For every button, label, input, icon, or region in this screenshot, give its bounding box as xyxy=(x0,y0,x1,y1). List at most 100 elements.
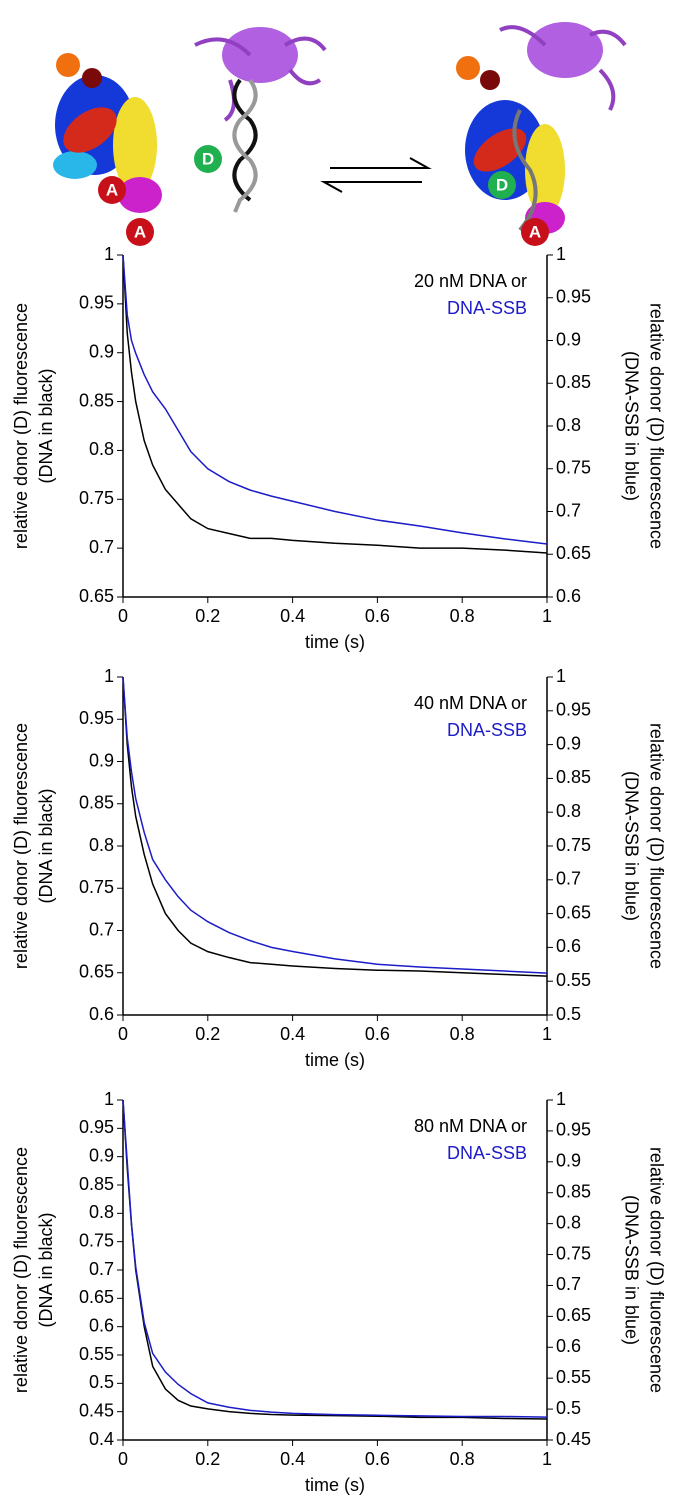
y2-tick-label: 0.6 xyxy=(556,1336,581,1356)
y-tick-label: 0.85 xyxy=(79,793,114,813)
y2-tick-label: 0.65 xyxy=(556,543,591,563)
protein-blob xyxy=(53,151,97,179)
x-tick-label: 0.6 xyxy=(365,1449,390,1469)
arrow xyxy=(330,157,432,169)
x-tick-label: 0 xyxy=(118,1024,128,1044)
label: A xyxy=(134,222,146,241)
ssb-blob xyxy=(222,27,298,83)
chart: 0.4 0.45 0.5 0.55 0.6 0.65 0.7 0.75 0.8 0.85 0.9 0.… xyxy=(11,1089,667,1495)
annotation: 80 nM DNA or xyxy=(414,1116,527,1136)
annotation: 20 nM DNA or xyxy=(414,271,527,291)
label: D xyxy=(202,149,214,168)
chart: 0.650.70.750.80.850.90.9510.60.650.70.75… xyxy=(11,244,667,652)
x-tick-label: 0.2 xyxy=(195,1449,220,1469)
x-tick-label: 0.8 xyxy=(450,1449,475,1469)
y-tick-label: 1 xyxy=(104,1089,114,1109)
y-tick-label: 0.95 xyxy=(79,1117,114,1137)
label-badge xyxy=(521,218,549,246)
y-tick-label: 1 xyxy=(104,244,114,264)
y2-tick-label: 0.65 xyxy=(556,902,591,922)
y2-tick-label: 0.6 xyxy=(556,586,581,606)
label: D xyxy=(496,175,508,194)
y2-tick-label: 0.95 xyxy=(556,700,591,720)
x-tick-label: 0.8 xyxy=(450,606,475,626)
y-axis-label: relative donor (D) fluorescence xyxy=(11,303,31,549)
protein-blob xyxy=(56,53,80,77)
y-axis-label: (DNA in black) xyxy=(36,788,56,903)
protein-blob xyxy=(118,177,162,213)
y2-tick-label: 0.55 xyxy=(556,970,591,990)
y2-tick-label: 0.95 xyxy=(556,287,591,307)
y-tick-label: 0.6 xyxy=(89,1315,114,1335)
y-tick-label: 0.55 xyxy=(79,1344,114,1364)
y-tick-label: 0.75 xyxy=(79,488,114,508)
y2-tick-label: 0.95 xyxy=(556,1120,591,1140)
data-line xyxy=(122,676,548,974)
label-badge xyxy=(98,176,126,204)
x-tick-label: 1 xyxy=(542,1024,552,1044)
x-tick-label: 0.2 xyxy=(195,1024,220,1044)
y-tick-label: 0.9 xyxy=(89,341,114,361)
legend-entry: DNA-SSB xyxy=(447,720,527,740)
chart: 0.60.650.70.750.80.850.90.9510.50.550.60… xyxy=(11,666,667,1070)
y-axis-label: relative donor (D) fluorescence xyxy=(11,723,31,969)
y2-tick-label: 0.5 xyxy=(556,1398,581,1418)
y-tick-label: 0.7 xyxy=(89,919,114,939)
x-tick-label: 0.6 xyxy=(365,1024,390,1044)
x-tick-label: 0.4 xyxy=(280,1024,305,1044)
dna-strand xyxy=(512,109,538,232)
y2-tick-label: 0.7 xyxy=(556,1274,581,1294)
x-tick-label: 0.2 xyxy=(195,606,220,626)
y-axis-label: (DNA in black) xyxy=(36,1212,56,1327)
y-tick-label: 0.8 xyxy=(89,835,114,855)
y-tick-label: 0.7 xyxy=(89,537,114,557)
y-tick-label: 0.75 xyxy=(79,877,114,897)
label-badge xyxy=(194,145,222,173)
y2-axis-label: (DNA-SSB in blue) xyxy=(621,771,641,921)
label: A xyxy=(106,180,118,199)
y2-tick-label: 1 xyxy=(556,666,566,686)
y-tick-label: 0.9 xyxy=(89,1145,114,1165)
y-tick-label: 0.65 xyxy=(79,962,114,982)
y2-tick-label: 0.65 xyxy=(556,1305,591,1325)
y2-tick-label: 0.7 xyxy=(556,869,581,889)
y2-tick-label: 0.85 xyxy=(556,767,591,787)
y2-tick-label: 0.9 xyxy=(556,733,581,753)
data-line xyxy=(122,254,548,545)
y2-tick-label: 0.75 xyxy=(556,835,591,855)
label-badge xyxy=(126,218,154,246)
protein-blob xyxy=(456,56,480,80)
y2-tick-label: 0.8 xyxy=(556,1212,581,1232)
y2-tick-label: 0.85 xyxy=(556,1181,591,1201)
y-tick-label: 0.8 xyxy=(89,439,114,459)
x-axis-label: time (s) xyxy=(305,1050,365,1070)
x-tick-label: 1 xyxy=(542,606,552,626)
legend-entry: DNA-SSB xyxy=(447,1143,527,1163)
x-axis-label: time (s) xyxy=(305,1475,365,1495)
y-axis-label: relative donor (D) fluorescence xyxy=(11,1147,31,1393)
x-tick-label: 0 xyxy=(118,1449,128,1469)
protein-blob xyxy=(113,97,157,193)
y2-tick-label: 1 xyxy=(556,1089,566,1109)
y-axis-label: (DNA in black) xyxy=(36,368,56,483)
y2-axis-label: relative donor (D) fluorescence xyxy=(646,723,666,969)
y2-tick-label: 0.6 xyxy=(556,936,581,956)
x-tick-label: 0.6 xyxy=(365,606,390,626)
protein-blob xyxy=(82,68,102,88)
data-line xyxy=(122,254,548,554)
y-tick-label: 0.85 xyxy=(79,390,114,410)
label-badge xyxy=(488,171,516,199)
x-tick-label: 1 xyxy=(542,1449,552,1469)
x-tick-label: 0.4 xyxy=(280,606,305,626)
y-tick-label: 0.95 xyxy=(79,708,114,728)
y2-tick-label: 0.8 xyxy=(556,801,581,821)
x-tick-label: 0 xyxy=(118,606,128,626)
y-tick-label: 0.7 xyxy=(89,1259,114,1279)
illustration: A A D D A xyxy=(53,22,627,246)
y2-tick-label: 0.5 xyxy=(556,1004,581,1024)
dna-strand xyxy=(232,78,258,213)
label: A xyxy=(529,222,541,241)
ssb-tail xyxy=(499,25,627,111)
y-tick-label: 0.65 xyxy=(79,586,114,606)
